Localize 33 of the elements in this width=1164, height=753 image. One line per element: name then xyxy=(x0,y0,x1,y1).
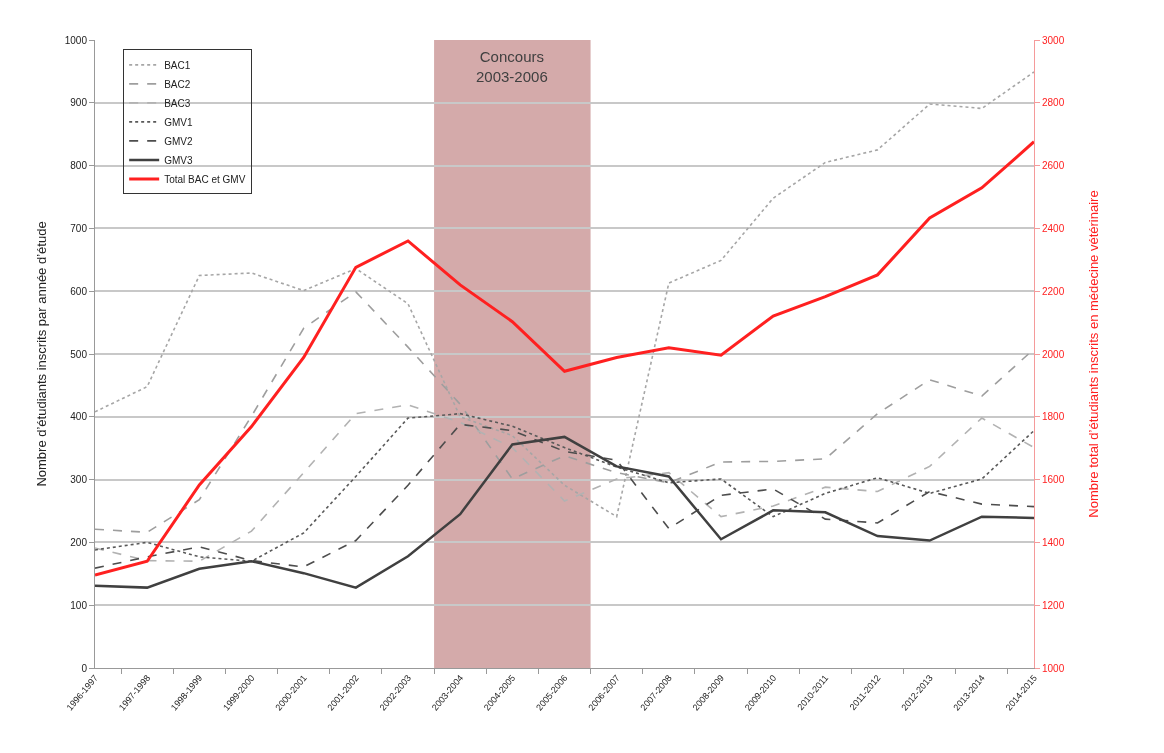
band-label: Concours 2003-2006 xyxy=(476,48,548,85)
y2-tick-label: 2200 xyxy=(1042,285,1065,297)
legend-label: BAC2 xyxy=(164,78,191,90)
y2-tick-label: 2800 xyxy=(1042,97,1065,109)
legend-label: GMV1 xyxy=(164,116,193,128)
y-tick-label: 500 xyxy=(70,348,88,360)
y2-tick-label: 1800 xyxy=(1042,411,1065,423)
legend-label: GMV3 xyxy=(164,154,193,166)
y2-tick-label: 2000 xyxy=(1042,348,1065,360)
legend-label: GMV2 xyxy=(164,135,193,147)
y2-tick-label: 1000 xyxy=(1042,662,1065,674)
legend-label: BAC3 xyxy=(164,97,191,109)
y2-tick-label: 3000 xyxy=(1042,34,1065,46)
y-tick-label: 400 xyxy=(70,411,88,423)
legend-label: BAC1 xyxy=(164,59,191,71)
y-tick-label: 600 xyxy=(70,285,88,297)
y-tick-label: 700 xyxy=(70,222,88,234)
legend-label: Total BAC et GMV xyxy=(164,173,246,185)
line-series xyxy=(95,435,1034,589)
y-tick-label: 300 xyxy=(70,474,88,486)
y-tick-label: 900 xyxy=(70,97,88,109)
y-tick-label: 200 xyxy=(70,536,88,548)
y-axis-title: Nombre d’étudiants inscrits par année d’étude xyxy=(33,221,49,487)
y-tick-label: 0 xyxy=(81,662,88,674)
y2-axis-title: Nombre total d’étudiants inscrits en médecine vétérinaire xyxy=(1086,190,1102,518)
y2-tick-label: 1600 xyxy=(1042,474,1065,486)
y-tick-label: 100 xyxy=(70,599,88,611)
y2-tick-label: 2400 xyxy=(1042,222,1065,234)
y2-tick-label: 1400 xyxy=(1042,536,1065,548)
y2-tick-label: 1200 xyxy=(1042,599,1065,611)
y-tick-label: 800 xyxy=(70,160,88,172)
y-tick-label: 1000 xyxy=(64,34,88,46)
y2-tick-label: 2600 xyxy=(1042,160,1065,172)
